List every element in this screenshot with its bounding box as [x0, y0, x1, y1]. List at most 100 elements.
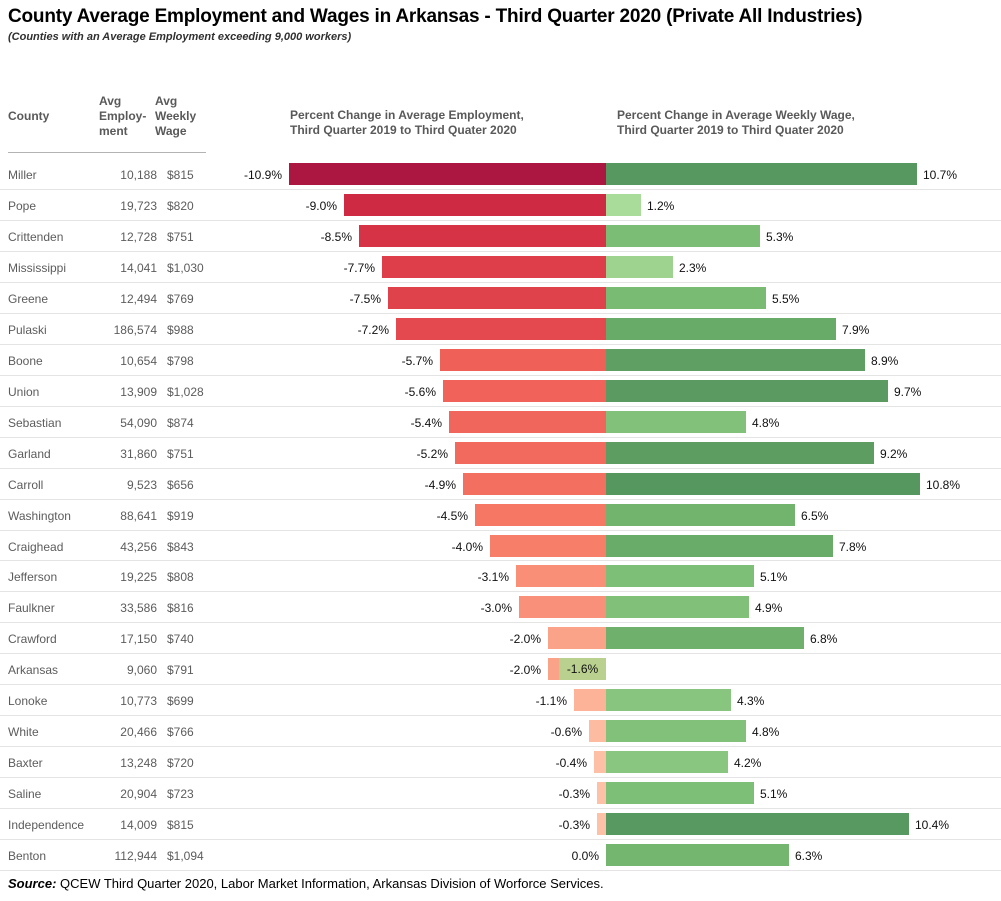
avg-weekly-wage-value: $1,030 — [167, 260, 204, 275]
county-name: Arkansas — [8, 663, 59, 678]
employment-change-label: -7.7% — [343, 260, 375, 275]
county-name: Boone — [8, 353, 43, 368]
employment-change-bar — [463, 472, 606, 495]
avg-employment-value: 9,060 — [126, 663, 157, 678]
avg-weekly-wage-value: $1,094 — [167, 849, 204, 864]
wage-change-bar — [606, 503, 795, 526]
employment-change-label: -3.0% — [480, 601, 512, 616]
avg-weekly-wage-value: $798 — [167, 353, 194, 368]
avg-weekly-wage-value: $769 — [167, 291, 194, 306]
avg-weekly-wage-value: $751 — [167, 229, 194, 244]
avg-employment-value: 43,256 — [120, 539, 157, 554]
avg-weekly-wage-value: $988 — [167, 322, 194, 337]
column-header-avg-employment: Avg Employ- ment — [99, 94, 147, 138]
county-name: Carroll — [8, 477, 44, 492]
county-name: Crawford — [8, 632, 57, 647]
chart-row: -5.2% 9.2% Garland 31,860 $751 — [0, 438, 1001, 469]
wage-change-bar — [606, 255, 673, 278]
wage-change-label: 7.8% — [839, 539, 867, 554]
wage-change-label: 6.3% — [795, 849, 823, 864]
county-name: Jefferson — [8, 570, 58, 585]
employment-change-label: -5.4% — [410, 415, 442, 430]
avg-weekly-wage-value: $723 — [167, 787, 194, 802]
chart-row: -7.2% 7.9% Pulaski 186,574 $988 — [0, 314, 1001, 345]
header-divider — [8, 152, 206, 153]
avg-employment-value: 88,641 — [120, 508, 157, 523]
employment-change-label: -5.6% — [404, 384, 436, 399]
county-name: Lonoke — [8, 694, 48, 709]
page-title: County Average Employment and Wages in A… — [8, 6, 863, 27]
employment-change-bar — [455, 441, 606, 464]
county-name: Crittenden — [8, 229, 64, 244]
wage-change-bar — [606, 441, 874, 464]
column-header-avg-weekly-wage: Avg Weekly Wage — [155, 94, 197, 138]
wage-change-bar — [606, 163, 917, 185]
wage-change-bar — [559, 658, 606, 681]
avg-employment-value: 14,009 — [120, 818, 157, 833]
employment-change-bar — [594, 751, 606, 774]
employment-change-bar — [597, 782, 606, 805]
chart-row: -2.0% 6.8% Crawford 17,150 $740 — [0, 623, 1001, 655]
employment-change-bar — [359, 224, 606, 247]
employment-change-bar — [574, 689, 606, 712]
wage-change-bar — [606, 782, 754, 805]
avg-weekly-wage-value: $751 — [167, 446, 194, 461]
wage-change-label: 9.7% — [894, 384, 922, 399]
employment-change-bar — [597, 813, 606, 836]
wage-change-label: -1.6% — [566, 662, 599, 677]
employment-change-label: -0.3% — [558, 787, 590, 802]
employment-change-bar — [449, 410, 606, 433]
wage-change-bar — [606, 689, 731, 712]
wage-change-bar — [606, 720, 746, 743]
avg-weekly-wage-value: $816 — [167, 601, 194, 616]
avg-employment-value: 10,654 — [120, 353, 157, 368]
avg-employment-value: 14,041 — [120, 260, 157, 275]
source-label: Source: — [8, 876, 57, 891]
wage-change-label: 6.8% — [810, 632, 838, 647]
avg-employment-value: 10,188 — [120, 168, 157, 182]
avg-weekly-wage-value: $656 — [167, 477, 194, 492]
county-name: Independence — [8, 818, 85, 833]
avg-employment-value: 12,494 — [120, 291, 157, 306]
employment-change-bar — [289, 163, 606, 185]
chart-header-wage-change: Percent Change in Average Weekly Wage, T… — [617, 108, 855, 137]
wage-change-label: 5.1% — [760, 570, 788, 585]
wage-change-label: 10.4% — [915, 818, 950, 833]
wage-change-bar — [606, 596, 749, 619]
county-name: Union — [8, 384, 40, 399]
wage-change-label: 2.3% — [679, 260, 707, 275]
avg-weekly-wage-value: $720 — [167, 756, 194, 771]
chart-row: -5.7% 8.9% Boone 10,654 $798 — [0, 345, 1001, 376]
chart-row: 0.0% 6.3% Benton 112,944 $1,094 — [0, 840, 1001, 872]
avg-employment-value: 13,248 — [120, 756, 157, 771]
wage-change-bar — [606, 317, 836, 340]
county-name: Saline — [8, 787, 42, 802]
avg-employment-value: 19,723 — [120, 198, 157, 213]
employment-change-label: -0.4% — [555, 756, 587, 771]
employment-change-bar — [475, 503, 606, 526]
employment-change-bar — [548, 627, 606, 650]
employment-change-bar — [443, 379, 606, 402]
avg-employment-value: 19,225 — [120, 570, 157, 585]
wage-change-bar — [606, 534, 833, 557]
avg-employment-value: 112,944 — [114, 849, 158, 864]
employment-change-label: -9.0% — [305, 198, 337, 213]
employment-change-label: -4.0% — [451, 539, 483, 554]
county-name: Washington — [8, 508, 71, 523]
wage-change-label: 10.8% — [926, 477, 961, 492]
chart-row: -5.6% 9.7% Union 13,909 $1,028 — [0, 376, 1001, 407]
wage-change-label: 7.9% — [842, 322, 870, 337]
avg-weekly-wage-value: $919 — [167, 508, 194, 523]
wage-change-bar — [606, 193, 641, 216]
county-name: Garland — [8, 446, 51, 461]
wage-change-label: 6.5% — [801, 508, 829, 523]
employment-change-bar — [516, 565, 606, 588]
wage-change-label: 1.2% — [647, 198, 675, 213]
employment-change-label: -0.6% — [550, 725, 582, 740]
source-note: Source: QCEW Third Quarter 2020, Labor M… — [8, 876, 604, 891]
avg-weekly-wage-value: $1,028 — [167, 384, 204, 399]
avg-weekly-wage-value: $874 — [167, 415, 194, 430]
employment-change-label: -7.2% — [357, 322, 389, 337]
avg-employment-value: 54,090 — [120, 415, 157, 430]
wage-change-bar — [606, 472, 920, 495]
